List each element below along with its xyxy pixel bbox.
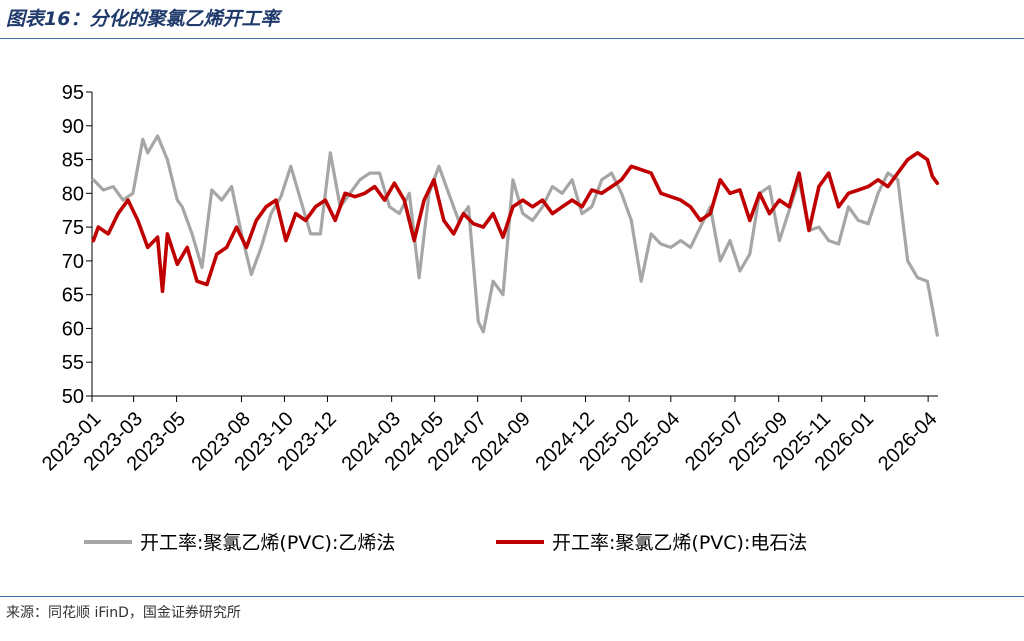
legend-label-2: 开工率:聚氯乙烯(PVC):电石法 (552, 532, 807, 554)
y-tick-label: 80 (62, 183, 84, 205)
legend: 开工率:聚氯乙烯(PVC):乙烯法 开工率:聚氯乙烯(PVC):电石法 (84, 532, 807, 554)
y-tick-label: 85 (62, 150, 84, 172)
x-tick-label: 2026-04 (874, 408, 941, 475)
y-tick-label: 95 (62, 82, 84, 104)
series-line-2 (91, 151, 940, 294)
legend-label-1: 开工率:聚氯乙烯(PVC):乙烯法 (140, 532, 395, 554)
y-tick-label: 70 (62, 251, 84, 273)
line-chart: 50 55 60 65 70 75 80 85 90 95 2023-012023-032023-… (38, 82, 942, 554)
chart-title: 图表16：分化的聚氯乙烯开工率 (6, 8, 280, 30)
y-tick-label: 60 (62, 318, 84, 340)
y-tick-label: 50 (62, 386, 84, 408)
series-line-1 (91, 134, 939, 337)
series-group (91, 134, 940, 337)
x-axis: 2023-012023-032023-052023-082023-102023-… (38, 395, 942, 475)
y-axis: 50 55 60 65 70 75 80 85 90 95 (62, 82, 93, 408)
source-note: 来源：同花顺 iFinD，国金证券研究所 (6, 605, 241, 621)
y-tick-label: 90 (62, 116, 84, 138)
y-tick-label: 75 (62, 217, 84, 239)
y-tick-label: 65 (62, 285, 84, 307)
bottom-rule (0, 596, 1024, 597)
y-tick-label: 55 (62, 352, 84, 374)
top-rule (0, 38, 1024, 39)
